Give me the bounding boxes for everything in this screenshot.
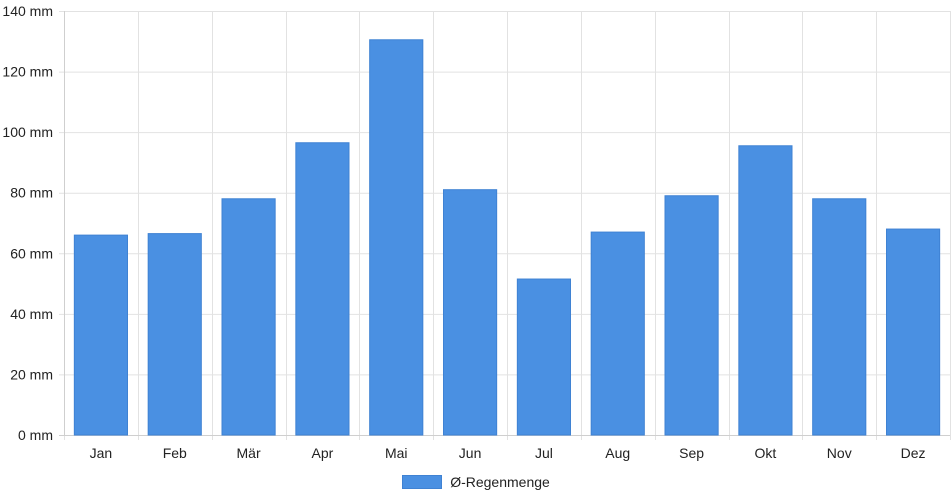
x-tick-label: Okt bbox=[755, 445, 777, 461]
y-tick-label: 60 mm bbox=[10, 245, 53, 261]
bar-Sep bbox=[664, 195, 719, 436]
y-tick-label: 0 mm bbox=[18, 427, 53, 443]
x-tick-label: Nov bbox=[827, 445, 852, 461]
x-tick-label: Mai bbox=[385, 445, 408, 461]
bar-Aug bbox=[590, 231, 645, 436]
x-tick-label: Jan bbox=[90, 445, 113, 461]
legend-swatch bbox=[402, 475, 443, 489]
y-tick-label: 100 mm bbox=[2, 124, 53, 140]
bar-Feb bbox=[147, 233, 202, 436]
x-tick-label: Dez bbox=[901, 445, 926, 461]
x-tick-label: Mär bbox=[237, 445, 261, 461]
bar-Mai bbox=[369, 39, 424, 436]
y-tick-label: 20 mm bbox=[10, 366, 53, 382]
bar-Jan bbox=[73, 234, 128, 436]
bar-Mär bbox=[221, 198, 276, 436]
x-tick-label: Feb bbox=[163, 445, 187, 461]
x-tick-label: Jun bbox=[459, 445, 482, 461]
y-tick-label: 120 mm bbox=[2, 64, 53, 80]
legend-label: Ø-Regenmenge bbox=[450, 474, 550, 490]
y-tick-label: 40 mm bbox=[10, 306, 53, 322]
bar-Okt bbox=[738, 145, 793, 436]
legend[interactable]: Ø-Regenmenge bbox=[0, 472, 952, 492]
bar-Dez bbox=[886, 228, 941, 436]
x-tick-label: Sep bbox=[679, 445, 704, 461]
bar-Nov bbox=[812, 198, 867, 436]
y-tick-label: 140 mm bbox=[2, 3, 53, 19]
bar-Apr bbox=[295, 142, 350, 436]
x-tick-label: Aug bbox=[605, 445, 630, 461]
x-tick-label: Apr bbox=[312, 445, 334, 461]
x-tick-label: Jul bbox=[535, 445, 553, 461]
y-tick-label: 80 mm bbox=[10, 185, 53, 201]
bar-Jul bbox=[516, 278, 571, 436]
bar-Jun bbox=[443, 189, 498, 436]
